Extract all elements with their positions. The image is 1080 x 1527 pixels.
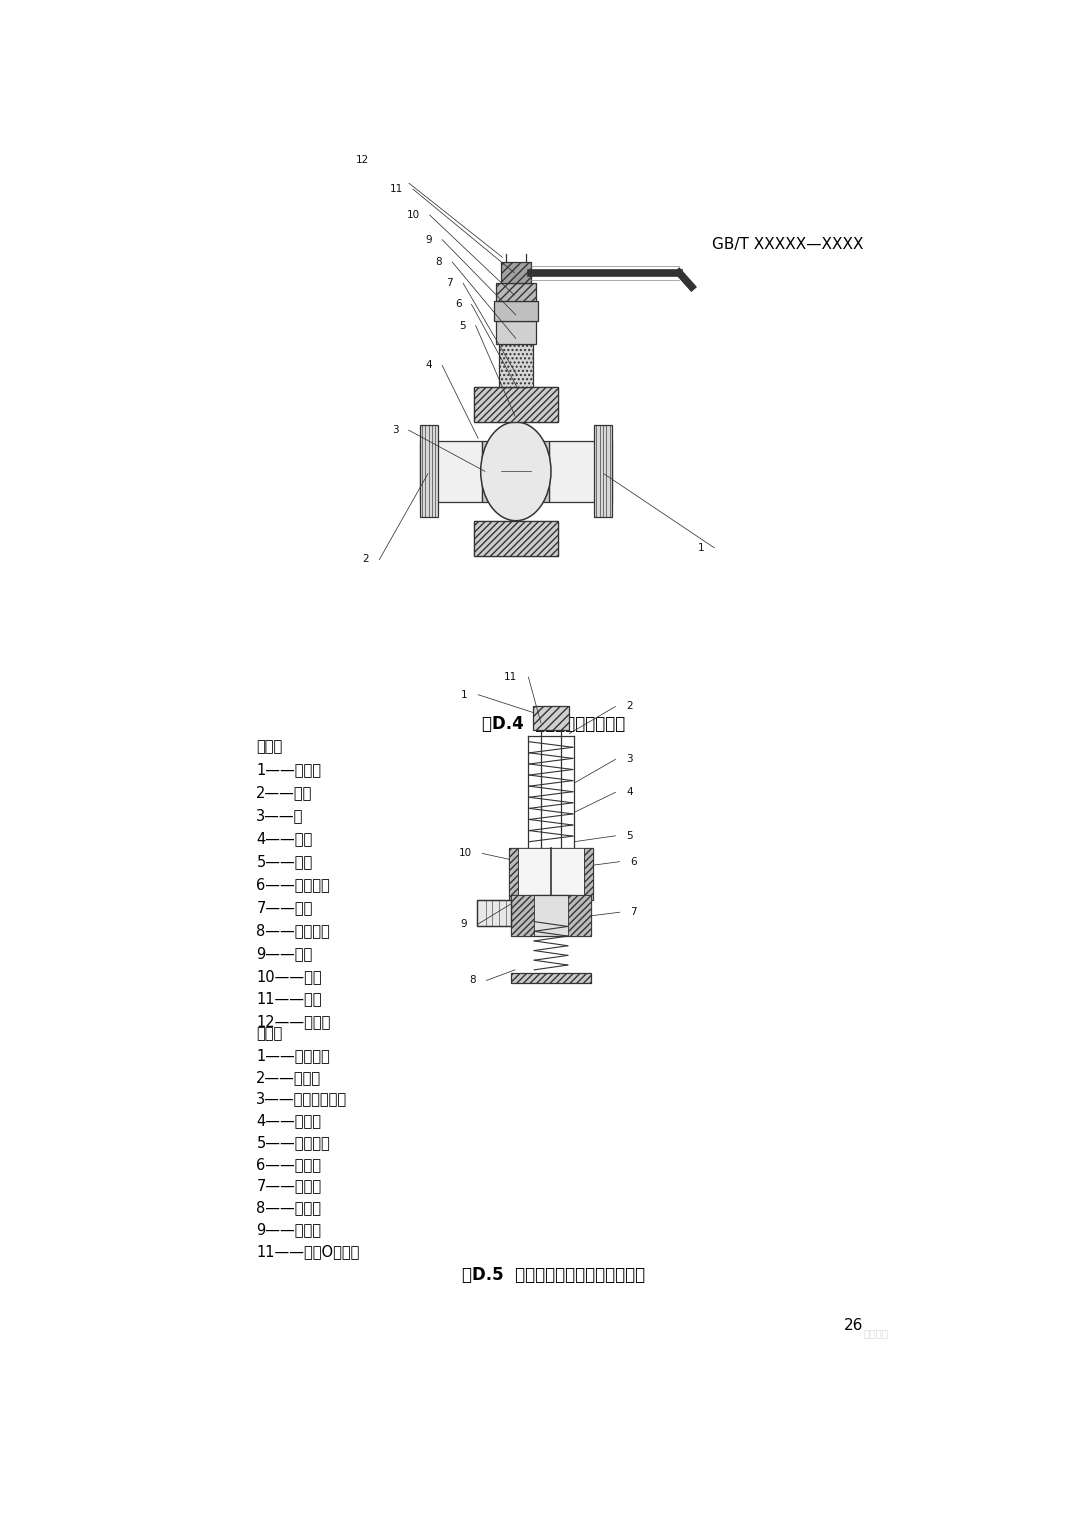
Text: 4: 4 (626, 788, 633, 797)
Text: GB/T XXXXX—XXXX: GB/T XXXXX—XXXX (712, 237, 863, 252)
Text: 1——操作杆；: 1——操作杆； (256, 1048, 330, 1063)
Polygon shape (532, 707, 569, 730)
Text: 6——阀杆坠圈: 6——阀杆坠圈 (256, 876, 330, 892)
Polygon shape (499, 344, 532, 386)
Polygon shape (511, 895, 591, 936)
Text: 11——密封O型圈。: 11——密封O型圈。 (256, 1245, 360, 1258)
Text: 9: 9 (461, 919, 468, 928)
Polygon shape (496, 321, 536, 344)
Text: 7——填料: 7——填料 (256, 899, 313, 915)
Polygon shape (474, 521, 557, 556)
Text: 11: 11 (504, 672, 517, 683)
Polygon shape (517, 847, 584, 901)
Polygon shape (511, 973, 591, 983)
Polygon shape (477, 901, 511, 927)
Text: 4——阀座: 4——阀座 (256, 831, 312, 846)
Polygon shape (474, 386, 557, 421)
Text: 9——手柄: 9——手柄 (256, 945, 312, 960)
Text: 7: 7 (446, 278, 454, 289)
Polygon shape (509, 847, 517, 901)
Text: 燃气爆炸: 燃气爆炸 (863, 1328, 889, 1338)
Text: 说明：: 说明： (256, 739, 283, 754)
Text: 5——阀杆: 5——阀杆 (256, 854, 312, 869)
Text: 4——坠圈；: 4——坠圈； (256, 1113, 322, 1128)
Polygon shape (483, 441, 501, 502)
Text: 1: 1 (698, 542, 704, 553)
Polygon shape (584, 847, 593, 901)
Text: 10: 10 (458, 849, 472, 858)
Text: 10: 10 (406, 211, 420, 220)
Text: 5: 5 (626, 831, 633, 841)
Text: 2——阀盖: 2——阀盖 (256, 785, 313, 800)
Text: 说明：: 说明： (256, 1026, 283, 1041)
Text: 3——球: 3——球 (256, 808, 303, 823)
Polygon shape (420, 426, 438, 518)
Text: 11: 11 (390, 185, 403, 194)
Text: 5: 5 (459, 321, 465, 330)
Polygon shape (496, 282, 536, 301)
Text: 7——进口；: 7——进口； (256, 1179, 322, 1194)
Text: 2: 2 (363, 554, 369, 565)
Text: 8: 8 (469, 976, 475, 985)
Text: 2——阀棒；: 2——阀棒； (256, 1070, 322, 1084)
Text: 3: 3 (392, 425, 399, 435)
Text: 9——阀盖；: 9——阀盖； (256, 1222, 322, 1237)
Polygon shape (530, 441, 550, 502)
Polygon shape (494, 301, 538, 321)
Text: 8——盘簧；: 8——盘簧； (256, 1200, 322, 1215)
Polygon shape (509, 847, 593, 901)
Text: 6: 6 (631, 857, 637, 867)
Text: 7: 7 (631, 907, 637, 918)
Text: 图D.4  手动燃气球阀示意图: 图D.4 手动燃气球阀示意图 (482, 715, 625, 733)
Text: 2: 2 (626, 701, 633, 712)
Text: 8: 8 (435, 257, 442, 267)
Polygon shape (568, 895, 591, 936)
Text: 12: 12 (356, 154, 369, 165)
Text: 10——坠圈: 10——坠圈 (256, 968, 322, 983)
Text: 4: 4 (426, 360, 432, 371)
Text: 9: 9 (426, 235, 432, 244)
Polygon shape (501, 263, 531, 282)
Polygon shape (474, 521, 557, 556)
Polygon shape (594, 426, 612, 518)
Text: 6——阀体；: 6——阀体； (256, 1157, 322, 1171)
Text: 3——操作杆弹簧；: 3——操作杆弹簧； (256, 1092, 348, 1107)
Polygon shape (420, 441, 483, 502)
Polygon shape (531, 895, 571, 918)
Text: 1: 1 (461, 690, 468, 699)
Text: 1——阀主体: 1——阀主体 (256, 762, 322, 777)
Text: 5——停止杆；: 5——停止杆； (256, 1135, 330, 1150)
Text: 26: 26 (843, 1318, 863, 1333)
Text: 图D.5  手动线性燃气盘截止阀示意图: 图D.5 手动线性燃气盘截止阀示意图 (462, 1266, 645, 1284)
Polygon shape (474, 386, 557, 421)
Polygon shape (511, 895, 535, 936)
Circle shape (481, 421, 551, 521)
Text: 8——填料压盖: 8——填料压盖 (256, 922, 330, 938)
Text: 6: 6 (455, 299, 461, 310)
Polygon shape (550, 441, 612, 502)
Text: 12——手柄套: 12——手柄套 (256, 1014, 330, 1029)
Text: 3: 3 (626, 754, 633, 765)
Text: 11——螺母: 11——螺母 (256, 991, 322, 1006)
